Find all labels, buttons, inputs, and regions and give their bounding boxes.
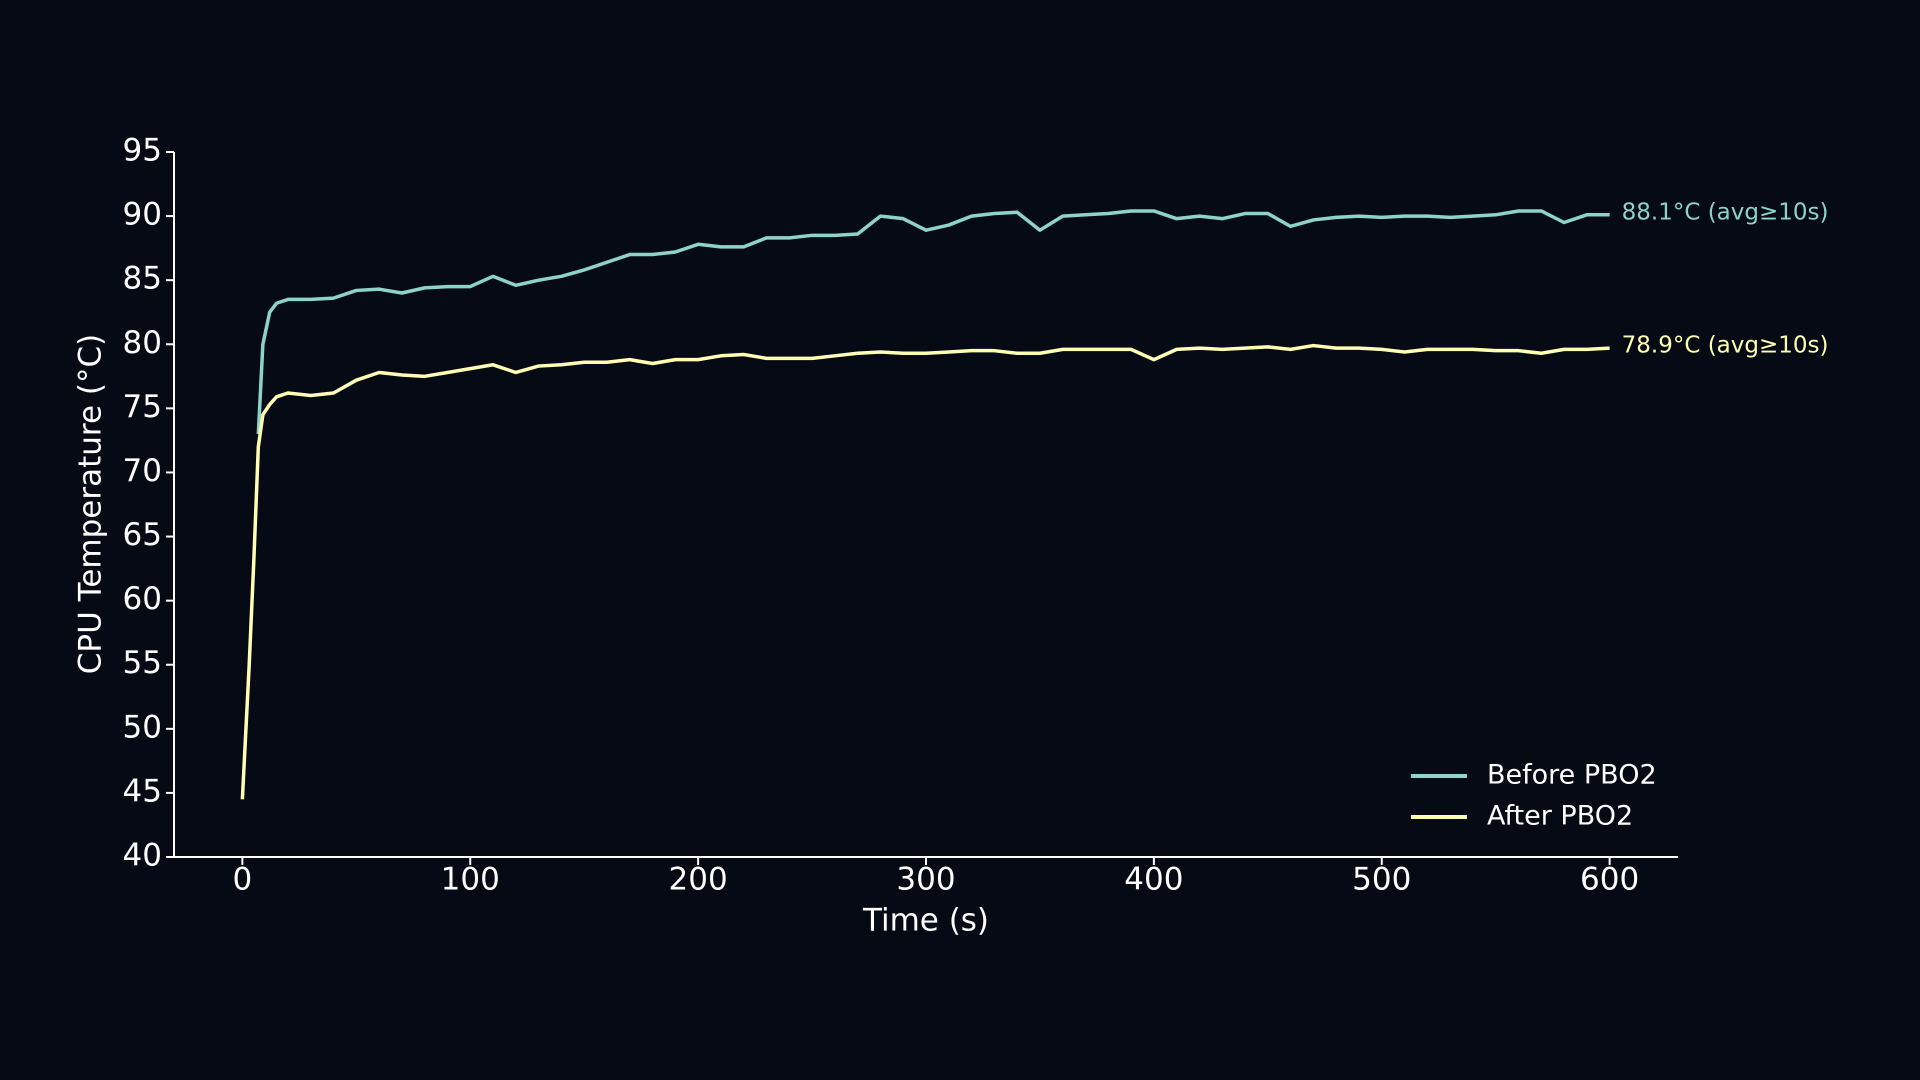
x-tick-label: 0	[232, 862, 252, 898]
y-tick-label: 55	[123, 645, 162, 681]
y-tick-label: 90	[123, 197, 162, 233]
y-tick-label: 85	[123, 261, 162, 297]
y-tick-label: 95	[123, 133, 162, 169]
y-tick-label: 70	[123, 453, 162, 489]
end-annotation: 88.1°C (avg≥10s)	[1622, 199, 1829, 225]
y-tick-label: 50	[123, 709, 162, 745]
y-tick-label: 65	[123, 517, 162, 553]
line-series	[240, 343, 1610, 800]
x-tick-label: 100	[441, 862, 500, 898]
legend-label: Before PBO2	[1487, 760, 1657, 791]
y-tick-label: 40	[123, 838, 162, 874]
line-series	[256, 209, 1610, 435]
x-tick-label: 500	[1352, 862, 1411, 898]
end-annotation: 78.9°C (avg≥10s)	[1622, 333, 1829, 359]
x-tick-label: 300	[896, 862, 955, 898]
x-tick-label: 200	[669, 862, 728, 898]
y-axis-label: CPU Temperature (°C)	[73, 334, 109, 674]
y-tick-label: 60	[123, 581, 162, 617]
x-tick-label: 600	[1580, 862, 1639, 898]
legend-label: After PBO2	[1487, 801, 1633, 832]
x-tick-label: 400	[1124, 862, 1183, 898]
x-axis-label: Time (s)	[862, 903, 989, 939]
y-tick-label: 80	[123, 325, 162, 361]
y-tick-label: 45	[123, 773, 162, 809]
y-tick-label: 75	[123, 389, 162, 425]
